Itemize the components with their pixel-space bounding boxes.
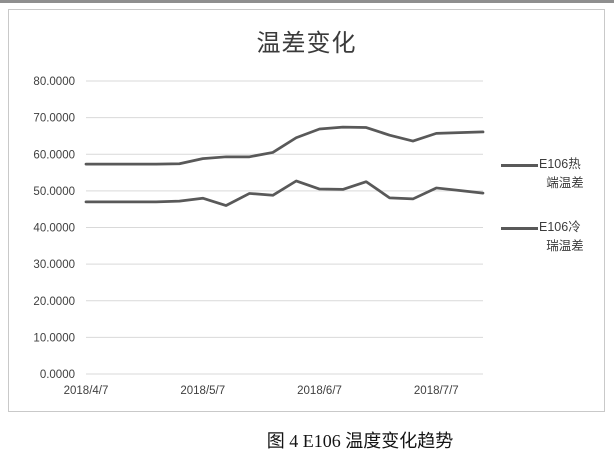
y-tick-label: 60.0000 xyxy=(33,149,75,161)
x-tick-label: 2018/5/7 xyxy=(180,385,225,397)
series-line-1 xyxy=(84,179,485,207)
x-tick-label: 2018/7/7 xyxy=(414,385,459,397)
y-tick-label: 80.0000 xyxy=(33,76,75,88)
y-tick-label: 20.0000 xyxy=(33,296,75,308)
y-tick-label: 0.0000 xyxy=(40,369,75,381)
figure-caption: 图 4 E106 温度变化趋势 xyxy=(266,431,454,451)
y-tick-label: 70.0000 xyxy=(33,113,75,125)
y-tick-label: 40.0000 xyxy=(33,223,75,235)
y-tick-label: 10.0000 xyxy=(33,332,75,344)
page-top-rule xyxy=(0,0,614,3)
chart-title: 温差变化 xyxy=(256,30,357,57)
line-chart-plot: 0.0000 10.0000 20.0000 30.0000 40.0000 50.000… xyxy=(33,76,485,397)
series-line-0 xyxy=(84,125,485,166)
x-tick-label: 2018/4/7 xyxy=(64,385,109,397)
y-tick-label: 50.0000 xyxy=(33,186,75,198)
y-tick-label: 30.0000 xyxy=(33,259,75,271)
x-tick-label: 2018/6/7 xyxy=(297,385,342,397)
chart-frame: 温差变化 0.0000 10.0000 20.0000 30.0000 40.0000 5… xyxy=(8,9,605,412)
